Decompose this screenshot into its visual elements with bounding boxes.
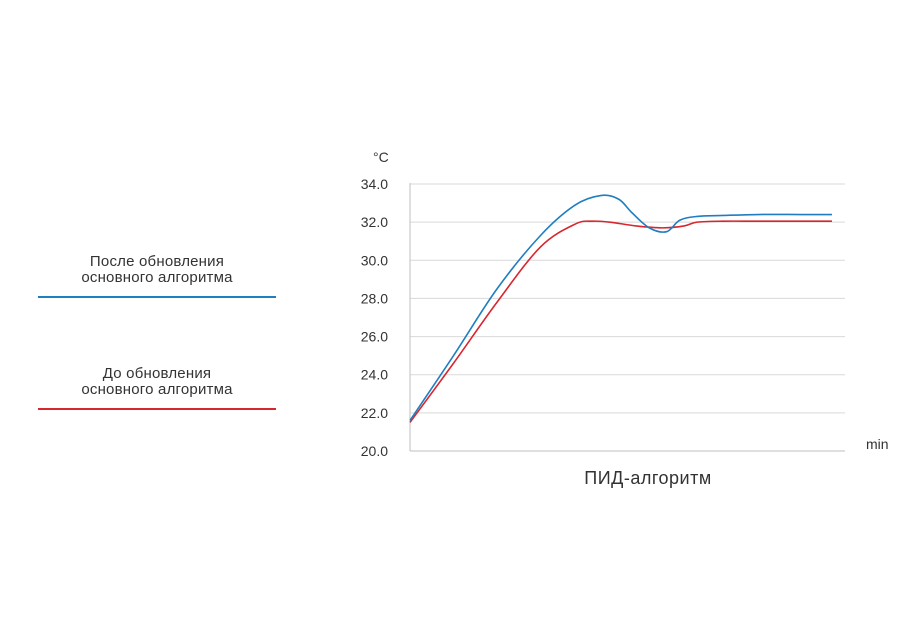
y-tick-label: 24.0 [361, 367, 388, 383]
y-tick-label: 34.0 [361, 176, 388, 192]
legend-swatch-after-update [38, 296, 276, 298]
legend-label-after-line1: После обновления [89, 253, 225, 270]
chart-series [409, 194, 832, 423]
y-tick-labels: 20.0 22.0 24.0 26.0 28.0 30.0 32.0 34.0 [361, 176, 388, 459]
series-line-before-update [409, 220, 832, 423]
y-tick-label: 30.0 [361, 252, 388, 268]
series-line-after-update [409, 194, 832, 421]
y-tick-label: 22.0 [361, 405, 388, 421]
legend-label-after-line2: основного алгоритма [81, 269, 233, 286]
legend-label-before-line1: До обновления [102, 365, 212, 382]
legend-label-before-line2: основного алгоритма [81, 381, 233, 398]
y-tick-label: 26.0 [361, 329, 388, 345]
y-tick-label: 28.0 [361, 290, 388, 306]
y-tick-label: 32.0 [361, 214, 388, 230]
legend-item-after-update: После обновления основного алгоритма [38, 254, 276, 298]
chart-grid [410, 183, 845, 452]
chart-caption: ПИД-алгоритм [584, 468, 711, 488]
y-axis-label: °C [373, 149, 389, 165]
legend-item-before-update: До обновления основного алгоритма [38, 366, 276, 410]
y-tick-label: 20.0 [361, 443, 388, 459]
x-axis-label: min [866, 436, 889, 452]
legend-swatch-before-update [38, 408, 276, 410]
